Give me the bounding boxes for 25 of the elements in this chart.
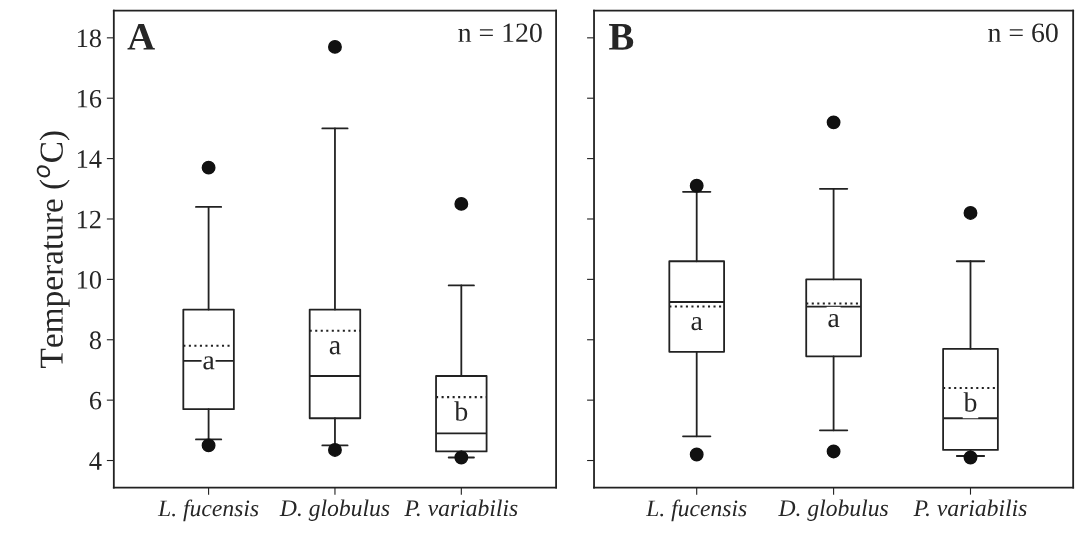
y-tick-label: 18 xyxy=(77,29,102,48)
x-tick-label: P. variabilis xyxy=(913,499,1027,517)
annotation: a xyxy=(329,341,341,355)
y-tick-label: 14 xyxy=(77,150,102,168)
x-tick-label: L. fucensis xyxy=(645,499,747,522)
annotation: a xyxy=(203,356,215,370)
y-tick-label: 10 xyxy=(77,270,102,289)
y-tick-label: 4 xyxy=(89,452,102,470)
annotation: b xyxy=(454,401,468,421)
y-tick-label: 8 xyxy=(89,331,102,350)
annotation: n = 120 xyxy=(458,23,542,43)
annotation: a xyxy=(691,316,703,331)
annotation: n = 60 xyxy=(988,23,1058,43)
annotation: b xyxy=(963,392,977,412)
x-tick-label: D. globulus xyxy=(279,499,390,521)
chart-title: B xyxy=(609,24,634,50)
x-tick-label: D. globulus xyxy=(778,499,888,521)
x-tick-label: L. fucensis xyxy=(157,499,259,522)
annotation: a xyxy=(828,313,840,328)
y-tick-label: 12 xyxy=(77,210,101,229)
chart-title: A xyxy=(127,23,155,50)
y-tick-label: 6 xyxy=(89,391,102,410)
y-axis-title: Temperature ($^{o}$C) xyxy=(36,131,70,368)
y-tick-label: 16 xyxy=(77,89,102,108)
x-tick-label: P. variabilis xyxy=(404,499,518,517)
